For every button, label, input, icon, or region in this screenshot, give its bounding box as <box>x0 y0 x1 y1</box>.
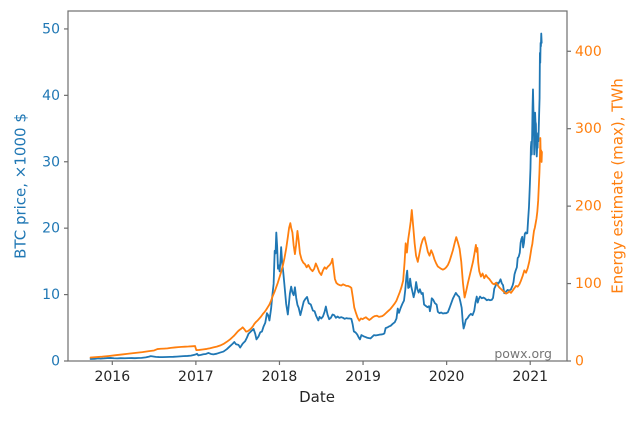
y-right-tick-label: 0 <box>575 354 584 370</box>
y-left-tick-label: 0 <box>51 354 60 370</box>
x-tick-label: 2018 <box>262 369 298 385</box>
y-left-tick-label: 50 <box>42 21 60 37</box>
series-line-0 <box>89 32 543 360</box>
y-left-tick-label: 20 <box>42 221 60 237</box>
x-tick-label: 2017 <box>178 369 214 385</box>
x-axis-title: Date <box>299 388 335 406</box>
y-right-tick-label: 100 <box>575 276 602 292</box>
watermark-text: powx.org <box>494 346 552 361</box>
left-axis-title: BTC price, ×1000 $ <box>11 113 30 259</box>
x-tick-label: 2021 <box>512 369 548 385</box>
right-axis-title: Energy estimate (max), TWh <box>608 78 627 294</box>
x-tick-label: 2019 <box>345 369 381 385</box>
y-right-tick-label: 200 <box>575 199 602 215</box>
y-left-tick-label: 40 <box>42 88 60 104</box>
y-right-tick-label: 300 <box>575 121 602 137</box>
x-tick-label: 2020 <box>429 369 465 385</box>
plot-frame <box>67 10 568 362</box>
y-left-tick-label: 10 <box>42 287 60 303</box>
y-left-tick-label: 30 <box>42 154 60 170</box>
series-line-1 <box>89 137 543 359</box>
y-right-tick-label: 400 <box>575 44 602 60</box>
x-tick-label: 2016 <box>94 369 130 385</box>
